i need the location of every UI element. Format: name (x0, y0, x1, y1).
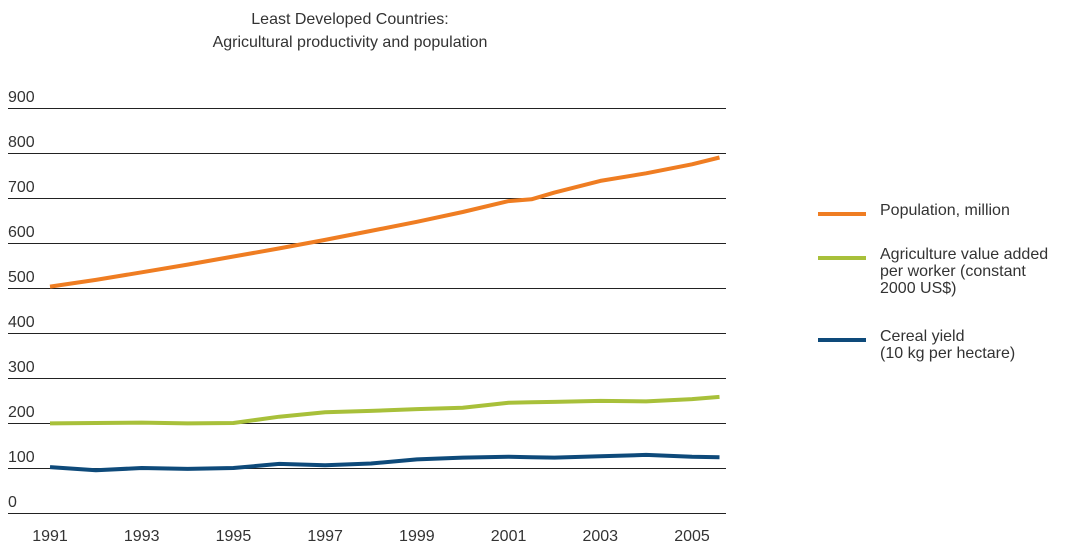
chart-title: Least Developed Countries: Agricultural … (150, 8, 550, 54)
x-tick-label: 2001 (491, 528, 527, 545)
agriculture-value-line (49, 394, 720, 426)
y-axis-ticks: 0 100 200 300 400 500 600 700 800 900 (8, 89, 35, 511)
legend-text: per worker (constant (880, 263, 1026, 280)
x-tick-label: 2005 (674, 528, 710, 545)
y-tick-label: 300 (8, 359, 35, 376)
legend-label-population: Population, million (880, 202, 1010, 219)
x-axis-ticks: 1991 1993 1995 1997 1999 2001 2003 2005 (32, 528, 710, 545)
population-line (49, 155, 720, 289)
y-tick-label: 500 (8, 269, 35, 286)
x-tick-label: 1999 (399, 528, 435, 545)
x-tick-label: 1995 (216, 528, 252, 545)
y-tick-label: 600 (8, 224, 35, 241)
x-tick-label: 1993 (124, 528, 160, 545)
legend-swatch-agriculture-value (818, 256, 866, 260)
cereal-yield-line (49, 452, 720, 473)
chart-title-line-2: Agricultural productivity and population (212, 34, 488, 51)
chart-title-line-1: Least Developed Countries: (251, 11, 449, 28)
legend-text: 2000 US$) (880, 280, 957, 297)
legend-swatch-cereal-yield (818, 338, 866, 342)
legend-text: Agriculture value added (880, 246, 1049, 263)
y-tick-label: 0 (8, 494, 17, 511)
y-tick-label: 700 (8, 179, 35, 196)
series-lines (49, 155, 720, 473)
legend-swatch-population (818, 212, 866, 216)
x-tick-label: 1997 (307, 528, 343, 545)
legend-text: Cereal yield (880, 328, 965, 345)
x-tick-label: 2003 (582, 528, 618, 545)
y-tick-label: 400 (8, 314, 35, 331)
legend-text: Population, million (880, 202, 1010, 219)
legend-label-cereal-yield: Cereal yield (10 kg per hectare) (880, 328, 1015, 362)
x-tick-label: 1991 (32, 528, 68, 545)
y-tick-label: 900 (8, 89, 35, 106)
y-tick-label: 800 (8, 134, 35, 151)
y-tick-label: 100 (8, 449, 35, 466)
legend-label-agriculture-value: Agriculture value added per worker (cons… (880, 246, 1048, 297)
y-tick-label: 200 (8, 404, 35, 421)
gridlines (8, 108, 726, 514)
legend-text: (10 kg per hectare) (880, 345, 1016, 362)
